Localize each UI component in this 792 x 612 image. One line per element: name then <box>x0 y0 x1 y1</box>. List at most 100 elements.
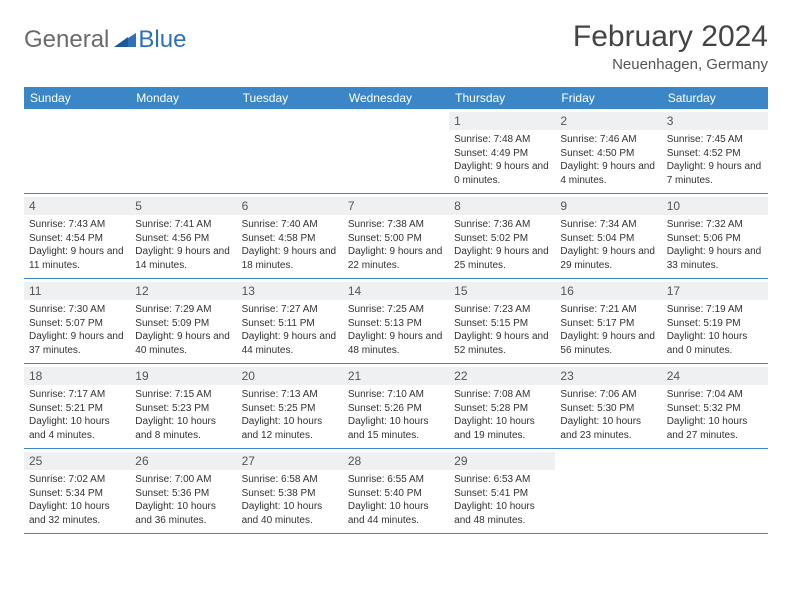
day-info: Sunrise: 7:00 AMSunset: 5:36 PMDaylight:… <box>135 473 231 527</box>
day-number: 17 <box>662 282 768 300</box>
calendar-cell: 26 Sunrise: 7:00 AMSunset: 5:36 PMDayligh… <box>130 449 236 533</box>
day-info: Sunrise: 7:38 AMSunset: 5:00 PMDaylight:… <box>348 218 444 272</box>
day-header-fri: Friday <box>555 87 661 109</box>
sunset-text: Sunset: 5:17 PM <box>560 317 656 331</box>
day-number: 20 <box>237 367 343 385</box>
day-info: Sunrise: 7:13 AMSunset: 5:25 PMDaylight:… <box>242 388 338 442</box>
calendar-cell: 17 Sunrise: 7:19 AMSunset: 5:19 PMDayligh… <box>662 279 768 363</box>
day-info: Sunrise: 7:41 AMSunset: 4:56 PMDaylight:… <box>135 218 231 272</box>
title-block: February 2024 Neuenhagen, Germany <box>573 20 768 73</box>
day-info: Sunrise: 7:23 AMSunset: 5:15 PMDaylight:… <box>454 303 550 357</box>
sunrise-text: Sunrise: 7:15 AM <box>135 388 231 402</box>
calendar-cell: 24Sunrise: 7:04 AMSunset: 5:32 PMDayligh… <box>662 364 768 448</box>
sunrise-text: Sunrise: 7:23 AM <box>454 303 550 317</box>
sunset-text: Sunset: 5:38 PM <box>242 487 338 501</box>
calendar-cell: 22 Sunrise: 7:08 AMSunset: 5:28 PMDayligh… <box>449 364 555 448</box>
sunrise-text: Sunrise: 7:34 AM <box>560 218 656 232</box>
sunset-text: Sunset: 5:06 PM <box>667 232 763 246</box>
sunset-text: Sunset: 4:56 PM <box>135 232 231 246</box>
daylight-text: Daylight: 9 hours and 14 minutes. <box>135 245 231 272</box>
day-info: Sunrise: 6:58 AMSunset: 5:38 PMDaylight:… <box>242 473 338 527</box>
day-info: Sunrise: 7:04 AMSunset: 5:32 PMDaylight:… <box>667 388 763 442</box>
day-number: 2 <box>555 112 661 130</box>
calendar-cell: 16Sunrise: 7:21 AMSunset: 5:17 PMDayligh… <box>555 279 661 363</box>
calendar-cell: 8Sunrise: 7:36 AMSunset: 5:02 PMDaylight… <box>449 194 555 278</box>
day-number: 13 <box>237 282 343 300</box>
day-number <box>662 452 768 470</box>
daylight-text: Daylight: 10 hours and 19 minutes. <box>454 415 550 442</box>
calendar-header-row: Sunday Monday Tuesday Wednesday Thursday… <box>24 87 768 109</box>
calendar-cell: 3Sunrise: 7:45 AMSunset: 4:52 PMDaylight… <box>662 109 768 193</box>
sunset-text: Sunset: 4:50 PM <box>560 147 656 161</box>
day-info: Sunrise: 7:08 AMSunset: 5:28 PMDaylight:… <box>454 388 550 442</box>
logo-mark-icon <box>114 29 136 52</box>
daylight-text: Daylight: 9 hours and 4 minutes. <box>560 160 656 187</box>
calendar-cell <box>130 109 236 193</box>
sunrise-text: Sunrise: 7:00 AM <box>135 473 231 487</box>
day-number <box>555 452 661 470</box>
daylight-text: Daylight: 10 hours and 44 minutes. <box>348 500 444 527</box>
day-info: Sunrise: 7:30 AMSunset: 5:07 PMDaylight:… <box>29 303 125 357</box>
sunrise-text: Sunrise: 7:25 AM <box>348 303 444 317</box>
page-subtitle: Neuenhagen, Germany <box>573 56 768 73</box>
calendar-body: 1Sunrise: 7:48 AMSunset: 4:49 PMDaylight… <box>24 109 768 534</box>
sunset-text: Sunset: 5:28 PM <box>454 402 550 416</box>
sunrise-text: Sunrise: 6:58 AM <box>242 473 338 487</box>
day-number: 27 <box>237 452 343 470</box>
daylight-text: Daylight: 10 hours and 23 minutes. <box>560 415 656 442</box>
calendar-cell <box>662 449 768 533</box>
header: General Blue February 2024 Neuenhagen, G… <box>24 20 768 73</box>
day-number: 11 <box>24 282 130 300</box>
sunrise-text: Sunrise: 7:06 AM <box>560 388 656 402</box>
calendar-week: 4Sunrise: 7:43 AMSunset: 4:54 PMDaylight… <box>24 194 768 279</box>
daylight-text: Daylight: 9 hours and 0 minutes. <box>454 160 550 187</box>
sunset-text: Sunset: 5:07 PM <box>29 317 125 331</box>
daylight-text: Daylight: 9 hours and 52 minutes. <box>454 330 550 357</box>
day-number: 21 <box>343 367 449 385</box>
day-info: Sunrise: 7:02 AMSunset: 5:34 PMDaylight:… <box>29 473 125 527</box>
sunrise-text: Sunrise: 7:04 AM <box>667 388 763 402</box>
calendar-cell: 18Sunrise: 7:17 AMSunset: 5:21 PMDayligh… <box>24 364 130 448</box>
sunrise-text: Sunrise: 7:21 AM <box>560 303 656 317</box>
daylight-text: Daylight: 9 hours and 40 minutes. <box>135 330 231 357</box>
calendar-cell: 13Sunrise: 7:27 AMSunset: 5:11 PMDayligh… <box>237 279 343 363</box>
day-number: 28 <box>343 452 449 470</box>
day-number <box>343 112 449 130</box>
calendar-cell: 9Sunrise: 7:34 AMSunset: 5:04 PMDaylight… <box>555 194 661 278</box>
calendar-cell: 21Sunrise: 7:10 AMSunset: 5:26 PMDayligh… <box>343 364 449 448</box>
sunset-text: Sunset: 5:19 PM <box>667 317 763 331</box>
day-number: 5 <box>130 197 236 215</box>
day-number: 15 <box>449 282 555 300</box>
calendar-cell: 28Sunrise: 6:55 AMSunset: 5:40 PMDayligh… <box>343 449 449 533</box>
day-info: Sunrise: 7:40 AMSunset: 4:58 PMDaylight:… <box>242 218 338 272</box>
calendar-cell: 1Sunrise: 7:48 AMSunset: 4:49 PMDaylight… <box>449 109 555 193</box>
day-number: 25 <box>24 452 130 470</box>
sunrise-text: Sunrise: 6:53 AM <box>454 473 550 487</box>
day-number: 29 <box>449 452 555 470</box>
day-number: 12 <box>130 282 236 300</box>
day-number: 4 <box>24 197 130 215</box>
calendar-week: 1Sunrise: 7:48 AMSunset: 4:49 PMDaylight… <box>24 109 768 194</box>
day-number: 10 <box>662 197 768 215</box>
daylight-text: Daylight: 9 hours and 48 minutes. <box>348 330 444 357</box>
day-info: Sunrise: 7:17 AMSunset: 5:21 PMDaylight:… <box>29 388 125 442</box>
daylight-text: Daylight: 10 hours and 32 minutes. <box>29 500 125 527</box>
calendar-cell <box>237 109 343 193</box>
sunrise-text: Sunrise: 7:48 AM <box>454 133 550 147</box>
day-number: 22 <box>449 367 555 385</box>
sunset-text: Sunset: 5:34 PM <box>29 487 125 501</box>
daylight-text: Daylight: 10 hours and 8 minutes. <box>135 415 231 442</box>
day-info: Sunrise: 7:19 AMSunset: 5:19 PMDaylight:… <box>667 303 763 357</box>
daylight-text: Daylight: 10 hours and 0 minutes. <box>667 330 763 357</box>
daylight-text: Daylight: 9 hours and 7 minutes. <box>667 160 763 187</box>
day-number: 26 <box>130 452 236 470</box>
day-number <box>237 112 343 130</box>
sunset-text: Sunset: 5:32 PM <box>667 402 763 416</box>
calendar-cell: 5 Sunrise: 7:41 AMSunset: 4:56 PMDaylight… <box>130 194 236 278</box>
day-header-thu: Thursday <box>449 87 555 109</box>
sunset-text: Sunset: 4:52 PM <box>667 147 763 161</box>
calendar-cell: 2Sunrise: 7:46 AMSunset: 4:50 PMDaylight… <box>555 109 661 193</box>
day-info: Sunrise: 7:48 AMSunset: 4:49 PMDaylight:… <box>454 133 550 187</box>
sunrise-text: Sunrise: 7:41 AM <box>135 218 231 232</box>
sunrise-text: Sunrise: 7:30 AM <box>29 303 125 317</box>
